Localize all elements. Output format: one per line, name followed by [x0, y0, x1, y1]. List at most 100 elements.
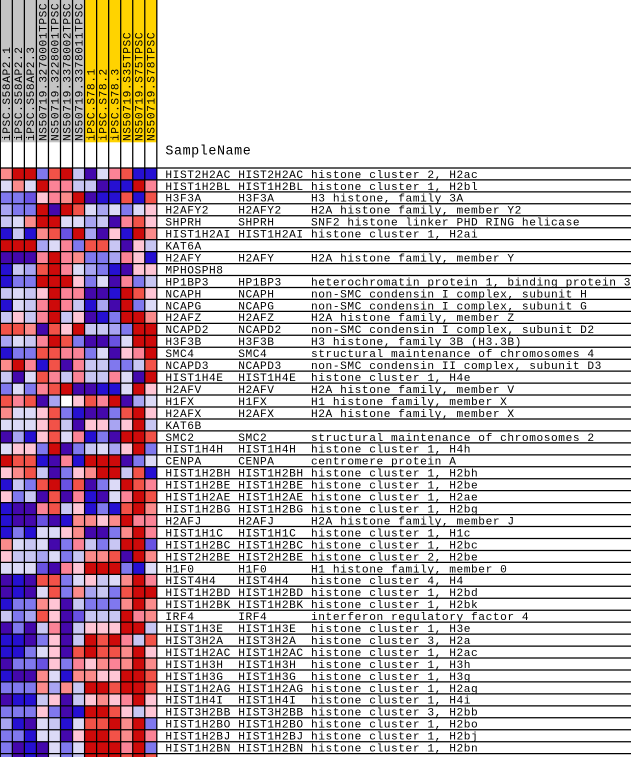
svg-text:NCAPH: NCAPH: [238, 289, 274, 301]
svg-text:HIST1H2AC: HIST1H2AC: [165, 648, 230, 660]
svg-text:HIST1H4I: HIST1H4I: [238, 696, 296, 708]
svg-text:HIST1H3H: HIST1H3H: [238, 660, 296, 672]
svg-text:histone cluster 1, H2bc: histone cluster 1, H2bc: [311, 540, 478, 552]
svg-text:centromere protein A: centromere protein A: [311, 457, 456, 469]
svg-text:HIST1H1C: HIST1H1C: [165, 528, 223, 540]
svg-text:H2A histone family, member Y2: H2A histone family, member Y2: [311, 206, 522, 218]
svg-text:histone cluster 1, H2bj: histone cluster 1, H2bj: [311, 732, 478, 744]
svg-text:H3F3B: H3F3B: [165, 337, 201, 349]
svg-text:histone cluster 1, H2ag: histone cluster 1, H2ag: [311, 684, 478, 696]
svg-text:H1F0: H1F0: [165, 564, 194, 576]
svg-text:SMC4: SMC4: [238, 349, 267, 361]
svg-text:IRF4: IRF4: [165, 612, 194, 624]
svg-text:iPSC.S78.3: iPSC.S78.3: [110, 68, 122, 141]
svg-text:NS50719.S35TPSC: NS50719.S35TPSC: [123, 32, 135, 141]
svg-text:HIST1H2AI: HIST1H2AI: [165, 230, 230, 242]
svg-text:NCAPG: NCAPG: [238, 301, 274, 313]
svg-text:H2A histone family, member Z: H2A histone family, member Z: [311, 313, 515, 325]
svg-text:NCAPG: NCAPG: [165, 301, 201, 313]
svg-text:HIST1H2BN: HIST1H2BN: [165, 744, 230, 756]
svg-text:MPHOSPH8: MPHOSPH8: [165, 265, 223, 277]
svg-text:H2AFY: H2AFY: [165, 253, 201, 265]
svg-text:H1 histone family, member 0: H1 histone family, member 0: [311, 564, 507, 576]
svg-text:NS50719.S78TPSC: NS50719.S78TPSC: [147, 32, 159, 141]
svg-text:iPSC.S58AP2.3: iPSC.S58AP2.3: [26, 46, 38, 141]
svg-text:HIST1H2BJ: HIST1H2BJ: [165, 732, 230, 744]
svg-text:histone cluster 1, H4i: histone cluster 1, H4i: [311, 696, 471, 708]
svg-text:non-SMC condensin II complex,: non-SMC condensin II complex, subunit D3: [311, 361, 602, 373]
svg-text:HIST1H2BJ: HIST1H2BJ: [238, 732, 303, 744]
svg-text:structural maintenance of chro: structural maintenance of chromosomes 2: [311, 433, 595, 445]
svg-text:H1F0: H1F0: [238, 564, 267, 576]
svg-text:H2AFY2: H2AFY2: [238, 206, 282, 218]
svg-text:non-SMC condensin I complex, s: non-SMC condensin I complex, subunit D2: [311, 325, 595, 337]
svg-text:HIST1H2BN: HIST1H2BN: [238, 744, 303, 756]
svg-text:HIST1H2BL: HIST1H2BL: [238, 182, 303, 194]
svg-text:heterochromatin protein 1, bin: heterochromatin protein 1, binding prote…: [311, 277, 631, 289]
svg-text:HIST1H2BG: HIST1H2BG: [238, 504, 303, 516]
svg-text:HIST3H2A: HIST3H2A: [165, 636, 223, 648]
svg-text:iPSC.S78.1: iPSC.S78.1: [86, 68, 98, 141]
svg-text:HIST2H2BE: HIST2H2BE: [165, 552, 230, 564]
svg-text:H2A histone family, member X: H2A histone family, member X: [311, 409, 515, 421]
svg-text:HP1BP3: HP1BP3: [165, 277, 209, 289]
svg-text:NS50719.3378011TPSC: NS50719.3378011TPSC: [74, 3, 86, 141]
svg-text:HIST1H2BO: HIST1H2BO: [238, 720, 303, 732]
svg-text:histone cluster 1, H2bl: histone cluster 1, H2bl: [311, 182, 478, 194]
svg-text:histone cluster 1, H2bk: histone cluster 1, H2bk: [311, 600, 478, 612]
svg-text:HIST1H2BC: HIST1H2BC: [165, 540, 230, 552]
svg-text:H2AFJ: H2AFJ: [165, 516, 201, 528]
svg-text:HIST3H2BB: HIST3H2BB: [238, 708, 303, 720]
svg-text:histone cluster 1, H2bg: histone cluster 1, H2bg: [311, 504, 478, 516]
svg-text:H3 histone, family 3A: H3 histone, family 3A: [311, 194, 464, 206]
svg-text:non-SMC condensin I complex, s: non-SMC condensin I complex, subunit G: [311, 301, 587, 313]
svg-text:HIST1H4H: HIST1H4H: [165, 445, 223, 457]
svg-text:H2AFJ: H2AFJ: [238, 516, 274, 528]
svg-text:HIST1H2AE: HIST1H2AE: [165, 493, 230, 505]
svg-text:HIST2H2AC: HIST2H2AC: [165, 170, 230, 182]
svg-text:histone cluster 1, H2bd: histone cluster 1, H2bd: [311, 588, 478, 600]
svg-text:H2AFV: H2AFV: [165, 385, 201, 397]
svg-text:H2AFY: H2AFY: [238, 253, 274, 265]
svg-text:NCAPD3: NCAPD3: [238, 361, 282, 373]
svg-text:histone cluster 1, H4e: histone cluster 1, H4e: [311, 373, 471, 385]
svg-text:CENPA: CENPA: [165, 457, 201, 469]
svg-text:H3F3B: H3F3B: [238, 337, 274, 349]
svg-text:SampleName: SampleName: [165, 145, 251, 160]
svg-text:HIST1H3E: HIST1H3E: [165, 624, 223, 636]
svg-text:HIST1H2BC: HIST1H2BC: [238, 540, 303, 552]
svg-text:KAT6A: KAT6A: [165, 242, 201, 254]
svg-text:H2AFY2: H2AFY2: [165, 206, 209, 218]
svg-text:HIST1H2BK: HIST1H2BK: [165, 600, 230, 612]
svg-text:H2A histone family, member V: H2A histone family, member V: [311, 385, 515, 397]
svg-text:histone cluster 1, H3g: histone cluster 1, H3g: [311, 672, 471, 684]
svg-text:NS50719.3270001TPSC: NS50719.3270001TPSC: [38, 3, 50, 141]
svg-text:HIST1H2BH: HIST1H2BH: [238, 469, 303, 481]
svg-text:HIST1H2AG: HIST1H2AG: [165, 684, 230, 696]
svg-text:SHPRH: SHPRH: [238, 218, 274, 230]
svg-text:HIST1H3E: HIST1H3E: [238, 624, 296, 636]
svg-text:HIST1H2BH: HIST1H2BH: [165, 469, 230, 481]
svg-text:HIST3H2A: HIST3H2A: [238, 636, 296, 648]
svg-text:H2AFZ: H2AFZ: [238, 313, 274, 325]
svg-text:histone cluster 4, H4: histone cluster 4, H4: [311, 576, 464, 588]
svg-text:HIST1H4E: HIST1H4E: [165, 373, 223, 385]
svg-text:H3F3A: H3F3A: [238, 194, 274, 206]
svg-text:HIST1H2AI: HIST1H2AI: [238, 230, 303, 242]
svg-text:HIST3H2BB: HIST3H2BB: [165, 708, 230, 720]
svg-text:H2A histone family, member J: H2A histone family, member J: [311, 516, 515, 528]
svg-text:HIST1H2BD: HIST1H2BD: [238, 588, 303, 600]
svg-text:histone cluster 1, H2be: histone cluster 1, H2be: [311, 481, 478, 493]
svg-text:KAT6B: KAT6B: [165, 421, 201, 433]
svg-text:HIST4H4: HIST4H4: [238, 576, 289, 588]
svg-text:HIST1H2BE: HIST1H2BE: [165, 481, 230, 493]
svg-text:H1 histone family, member X: H1 histone family, member X: [311, 397, 507, 409]
svg-text:histone cluster 2, H2ac: histone cluster 2, H2ac: [311, 170, 478, 182]
svg-text:HIST1H3G: HIST1H3G: [165, 672, 223, 684]
svg-text:H2AFZ: H2AFZ: [165, 313, 201, 325]
svg-text:NS50719.S75TPSC: NS50719.S75TPSC: [135, 32, 147, 141]
svg-text:HIST1H2AG: HIST1H2AG: [238, 684, 303, 696]
svg-text:SMC2: SMC2: [238, 433, 267, 445]
svg-text:histone cluster 1, H2ae: histone cluster 1, H2ae: [311, 493, 478, 505]
svg-text:histone cluster 1, H4h: histone cluster 1, H4h: [311, 445, 471, 457]
